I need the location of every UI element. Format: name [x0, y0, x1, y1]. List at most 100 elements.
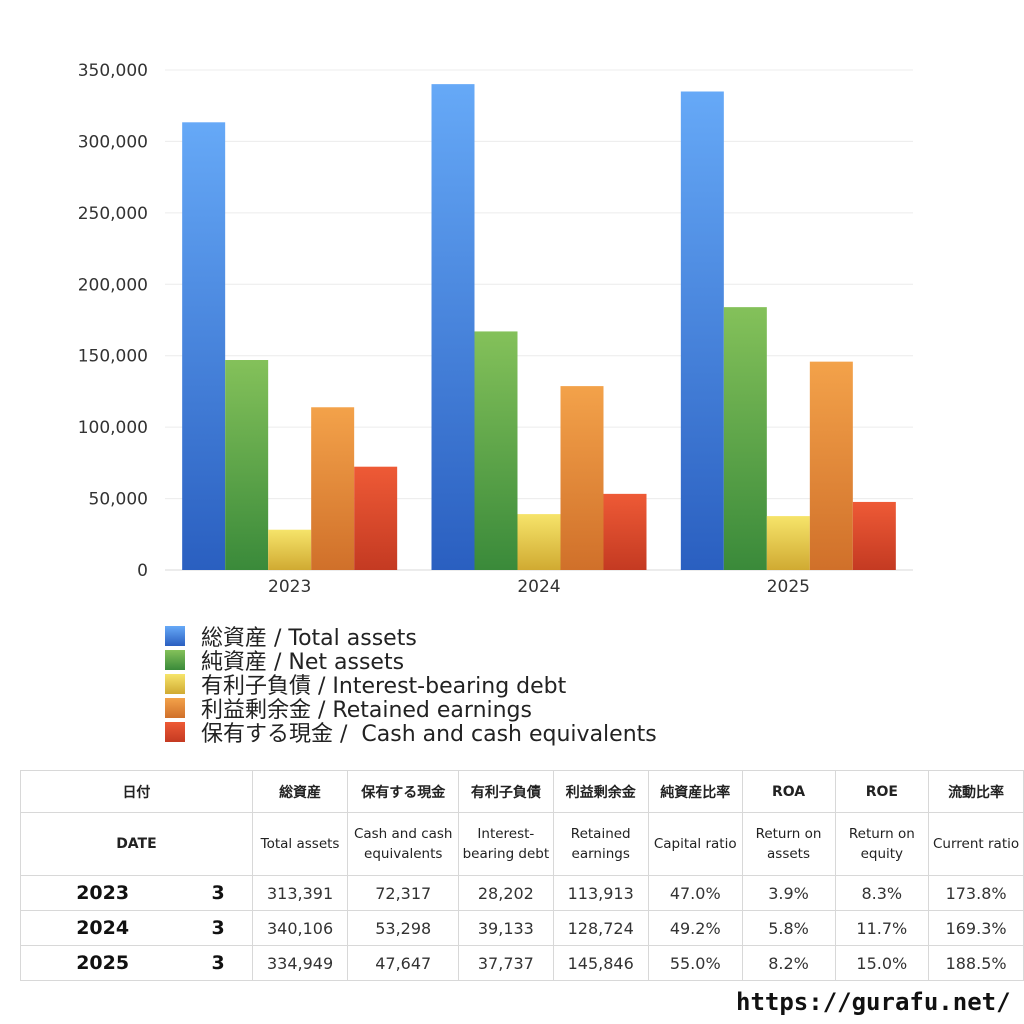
y-tick-label: 150,000 [78, 347, 148, 367]
bar-2023-series-3 [311, 407, 355, 570]
bar-2025-series-2 [766, 516, 810, 570]
bar-2023-series-4 [354, 466, 398, 570]
header-cash-en: Cash and cash equivalents [347, 812, 460, 876]
bar-2025-series-1 [723, 307, 767, 570]
row-month: 3 [184, 875, 253, 911]
cell-capital-ratio: 55.0% [647, 945, 743, 981]
bar-2023-series-2 [268, 529, 312, 570]
cell-retained: 145,846 [552, 945, 649, 981]
financial-table: 日付 総資産 保有する現金 有利子負債 利益剰余金 純資産比率 ROA ROE … [20, 770, 1024, 981]
x-tick-label: 2025 [767, 577, 810, 597]
table-row: 2023 3 313,391 72,317 28,202 113,913 47.… [20, 875, 1024, 911]
bar-2025-series-4 [852, 501, 896, 570]
header-total-assets-jp: 総資産 [251, 770, 349, 813]
cell-total-assets: 340,106 [251, 910, 349, 946]
table-row: 2025 3 334,949 47,647 37,737 145,846 55.… [20, 945, 1024, 981]
y-tick-label: 350,000 [78, 61, 148, 81]
header-debt-en: Interest-bearing debt [458, 812, 554, 876]
legend-label: 保有する現金 / Cash and cash equivalents [201, 722, 657, 747]
cell-cash: 53,298 [347, 910, 460, 946]
header-retained-jp: 利益剰余金 [552, 770, 649, 813]
gridlines [165, 69, 913, 571]
table-row: 2024 3 340,106 53,298 39,133 128,724 49.… [20, 910, 1024, 946]
header-cash-jp: 保有する現金 [347, 770, 460, 813]
header-current-ratio-jp: 流動比率 [928, 770, 1024, 813]
legend-item: 有利子負債 / Interest-bearing debt [165, 672, 657, 699]
site-url[interactable]: https://gurafu.net/ [736, 988, 1011, 1016]
legend-item: 純資産 / Net assets [165, 648, 657, 675]
cell-debt: 28,202 [458, 875, 554, 911]
cell-total-assets: 334,949 [251, 945, 349, 981]
cell-total-assets: 313,391 [251, 875, 349, 911]
legend-label: 総資産 / Total assets [201, 626, 417, 651]
legend-label: 有利子負債 / Interest-bearing debt [201, 674, 567, 699]
legend-item: 利益剰余金 / Retained earnings [165, 696, 657, 723]
bar-2024-series-1 [474, 331, 518, 570]
cell-roe: 11.7% [834, 910, 930, 946]
header-date-en: DATE [20, 812, 253, 876]
y-tick-label: 200,000 [78, 275, 148, 295]
chart-legend: 総資産 / Total assets 純資産 / Net assets 有利子負債 … [165, 624, 657, 747]
header-roe-en: Return on equity [834, 812, 930, 876]
bar-2025-series-3 [809, 361, 853, 570]
cell-retained: 128,724 [552, 910, 649, 946]
table-header-en: DATE Total assets Cash and cash equivale… [20, 812, 1024, 876]
cell-debt: 37,737 [458, 945, 554, 981]
y-axis-ticks: 0 50,000 100,000 150,000 200,000 250,000 300,0… [78, 61, 148, 581]
cell-roa: 3.9% [741, 875, 836, 911]
cell-cash: 47,647 [347, 945, 460, 981]
row-year: 2023 [20, 875, 185, 911]
legend-label: 純資産 / Net assets [201, 650, 405, 675]
cell-retained: 113,913 [552, 875, 649, 911]
header-roa-en: Return on assets [741, 812, 836, 876]
header-roe-jp: ROE [834, 770, 930, 813]
bars [182, 84, 896, 571]
legend-label: 利益剰余金 / Retained earnings [201, 698, 532, 723]
bar-chart: 0 50,000 100,000 150,000 200,000 250,000 300,0… [78, 61, 913, 597]
y-tick-label: 100,000 [78, 418, 148, 438]
header-capital-ratio-en: Capital ratio [647, 812, 743, 876]
y-tick-label: 0 [137, 561, 148, 581]
cell-current-ratio: 169.3% [928, 910, 1024, 946]
cell-debt: 39,133 [458, 910, 554, 946]
row-month: 3 [184, 945, 253, 981]
legend-swatch [165, 626, 185, 646]
cell-capital-ratio: 47.0% [647, 875, 743, 911]
bar-2023-series-1 [225, 360, 269, 570]
legend-swatch [165, 722, 185, 742]
header-date-jp: 日付 [20, 770, 253, 813]
row-year: 2025 [20, 945, 185, 981]
legend-swatch [165, 674, 185, 694]
bar-2024-series-0 [431, 84, 475, 571]
y-tick-label: 250,000 [78, 204, 148, 224]
bar-2024-series-2 [517, 514, 561, 570]
cell-capital-ratio: 49.2% [647, 910, 743, 946]
cell-cash: 72,317 [347, 875, 460, 911]
header-total-assets-en: Total assets [251, 812, 349, 876]
cell-roa: 5.8% [741, 910, 836, 946]
header-debt-jp: 有利子負債 [458, 770, 554, 813]
cell-current-ratio: 188.5% [928, 945, 1024, 981]
cell-roe: 8.3% [834, 875, 930, 911]
x-tick-label: 2024 [517, 577, 560, 597]
cell-current-ratio: 173.8% [928, 875, 1024, 911]
row-month: 3 [184, 910, 253, 946]
table-header-jp: 日付 総資産 保有する現金 有利子負債 利益剰余金 純資産比率 ROA ROE … [20, 770, 1024, 813]
row-year: 2024 [20, 910, 185, 946]
legend-swatch [165, 698, 185, 718]
cell-roe: 15.0% [834, 945, 930, 981]
legend-swatch [165, 650, 185, 670]
header-capital-ratio-jp: 純資産比率 [647, 770, 743, 813]
legend-item: 総資産 / Total assets [165, 624, 657, 651]
x-tick-label: 2023 [268, 577, 311, 597]
bar-2023-series-0 [182, 122, 226, 570]
bar-2025-series-0 [680, 91, 724, 570]
y-tick-label: 50,000 [89, 490, 148, 510]
bar-2024-series-4 [603, 493, 647, 570]
y-tick-label: 300,000 [78, 132, 148, 152]
header-roa-jp: ROA [741, 770, 836, 813]
x-axis-ticks: 2023 2024 2025 [268, 577, 810, 597]
header-retained-en: Retained earnings [552, 812, 649, 876]
legend-item: 保有する現金 / Cash and cash equivalents [165, 720, 657, 747]
header-current-ratio-en: Current ratio [928, 812, 1024, 876]
